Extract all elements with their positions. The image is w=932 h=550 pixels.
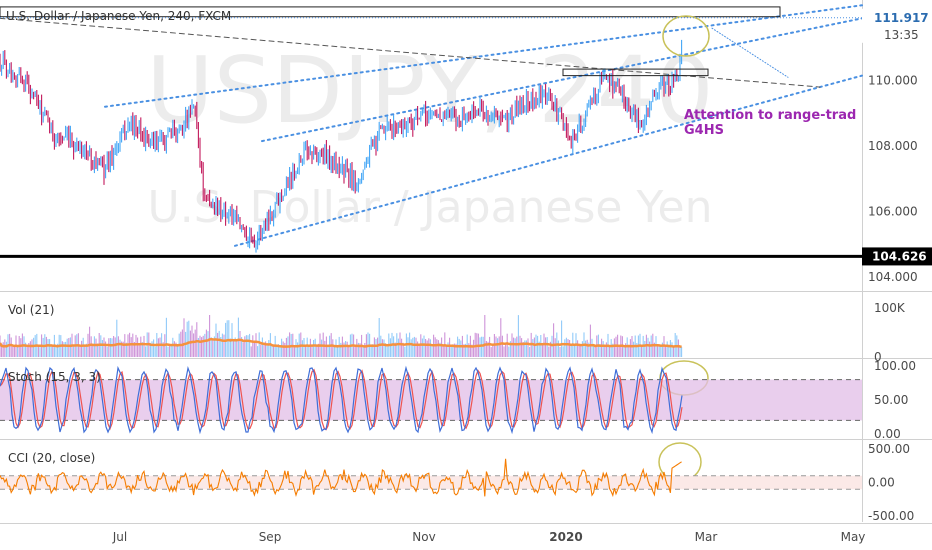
projection-line — [711, 27, 789, 78]
cci-tick-label: 500.00 — [868, 442, 910, 456]
time-tick-label: Jul — [112, 530, 127, 544]
cci-band — [0, 475, 862, 490]
watermark-description: U.S. Dollar / Japanese Yen — [148, 182, 713, 233]
last-price-tag — [862, 8, 932, 43]
channel-lower — [234, 74, 863, 247]
trendlines[interactable] — [0, 4, 863, 247]
time-tick-label: Nov — [412, 530, 435, 544]
range-top-rect — [562, 68, 709, 77]
channel-upper-outer — [104, 4, 863, 108]
price-tick-label: 104.000 — [868, 270, 918, 284]
cci-title: CCI (20, close) — [8, 451, 95, 465]
stoch-k-line — [0, 365, 683, 435]
volume-tick-label: 100K — [874, 301, 906, 315]
time-axis[interactable]: Jul Sep Nov 2020 Mar May — [112, 530, 866, 544]
time-tick-label: Sep — [259, 530, 282, 544]
volume-tick-label: 0 — [874, 350, 882, 364]
stoch-d-line — [0, 368, 683, 431]
volume-pane[interactable] — [0, 315, 683, 357]
channel-upper-inner — [261, 17, 863, 143]
annotation-line-2: G4HS — [684, 123, 724, 138]
annotation-line-1: Attention to range-trad — [684, 108, 856, 123]
last-price-label: 111.917 — [874, 11, 929, 25]
annotations[interactable] — [0, 6, 781, 482]
price-tick-label: 108.000 — [868, 139, 918, 153]
cci-tick-label: 0.00 — [868, 476, 895, 490]
support-price-tag — [862, 247, 932, 266]
time-tick-label: 2020 — [549, 530, 582, 544]
price-tick-label: 106.000 — [868, 204, 918, 218]
chart-title: U.S. Dollar / Japanese Yen, 240, FXCM — [6, 9, 231, 23]
price-bars — [0, 39, 683, 253]
price-axis[interactable]: 104.000 106.000 108.000 110.000 111.917 13:35… — [0, 8, 932, 523]
time-tick-label: May — [841, 530, 866, 544]
stoch-tick-label: 100.00 — [874, 359, 916, 373]
time-tick-label: Mar — [695, 530, 718, 544]
stochastic-title: Stoch (15, 3, 3) — [8, 370, 101, 384]
price-tick-label: 110.000 — [868, 74, 918, 88]
cci-line — [0, 458, 682, 498]
stoch-band — [0, 379, 862, 421]
cci-tick-label: -500.00 — [868, 509, 914, 523]
stoch-tick-label: 0.00 — [874, 427, 901, 441]
stoch-tick-label: 50.00 — [874, 393, 908, 407]
countdown-label: 13:35 — [884, 28, 919, 42]
stochastic-pane[interactable] — [0, 365, 862, 435]
price-highlight-circle — [662, 15, 710, 57]
volume-title: Vol (21) — [8, 303, 54, 317]
resistance-zone-rect — [0, 6, 781, 18]
volume-ma-line — [0, 337, 682, 349]
support-price-label: 104.626 — [872, 249, 927, 263]
cci-pane[interactable] — [0, 458, 862, 498]
